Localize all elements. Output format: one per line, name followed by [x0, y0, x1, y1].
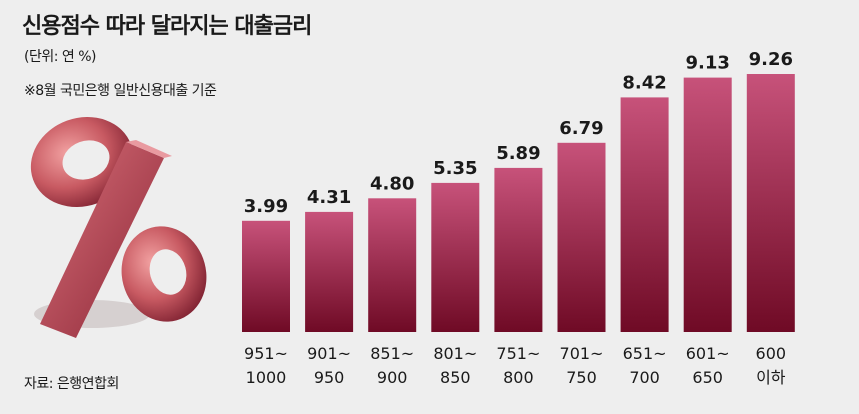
x-tick-label: 801~ — [433, 344, 477, 363]
bar — [368, 198, 417, 332]
source-credit: 자료: 은행연합회 — [24, 376, 119, 392]
x-tick-label: 701~ — [560, 344, 604, 363]
bar — [242, 220, 290, 332]
bar — [683, 77, 732, 332]
bar-value-label: 5.35 — [433, 158, 477, 179]
bar-value-label: 9.13 — [685, 53, 729, 74]
x-tick-label: 600 — [756, 344, 787, 363]
x-tick-label: 900 — [377, 368, 408, 387]
x-tick-label: 750 — [566, 368, 597, 387]
bar-value-label: 9.26 — [749, 49, 793, 70]
x-tick-label: 951~ — [244, 344, 288, 363]
x-tick-label: 800 — [503, 368, 534, 387]
x-tick-label: 651~ — [623, 344, 667, 363]
x-tick-label: 650 — [692, 368, 723, 387]
unit-label: (단위: 연 %) — [24, 49, 96, 65]
bar-value-label: 8.42 — [622, 72, 666, 93]
bar-value-label: 4.80 — [370, 173, 414, 194]
basis-note: ※8월 국민은행 일반신용대출 기준 — [24, 83, 217, 99]
percent-sign-illustration — [30, 116, 207, 338]
x-tick-label: 601~ — [686, 344, 730, 363]
bar-value-label: 3.99 — [244, 196, 288, 217]
chart-title: 신용점수 따라 달라지는 대출금리 — [22, 14, 312, 39]
bar — [305, 211, 354, 332]
x-tick-label: 950 — [314, 368, 345, 387]
bar — [620, 97, 669, 333]
bar-value-label: 6.79 — [559, 118, 603, 139]
x-tick-label: 851~ — [370, 344, 414, 363]
x-tick-label: 1000 — [246, 368, 287, 387]
bar — [557, 142, 606, 332]
bar — [746, 74, 795, 332]
bar-value-label: 5.89 — [496, 143, 540, 164]
x-tick-label: 901~ — [307, 344, 351, 363]
bar — [431, 182, 480, 332]
x-tick-label: 이하 — [756, 368, 786, 387]
x-tick-label: 850 — [440, 368, 471, 387]
x-tick-label: 751~ — [496, 344, 540, 363]
bar — [494, 167, 543, 332]
x-tick-label: 700 — [629, 368, 660, 387]
bar-value-label: 4.31 — [307, 187, 351, 208]
